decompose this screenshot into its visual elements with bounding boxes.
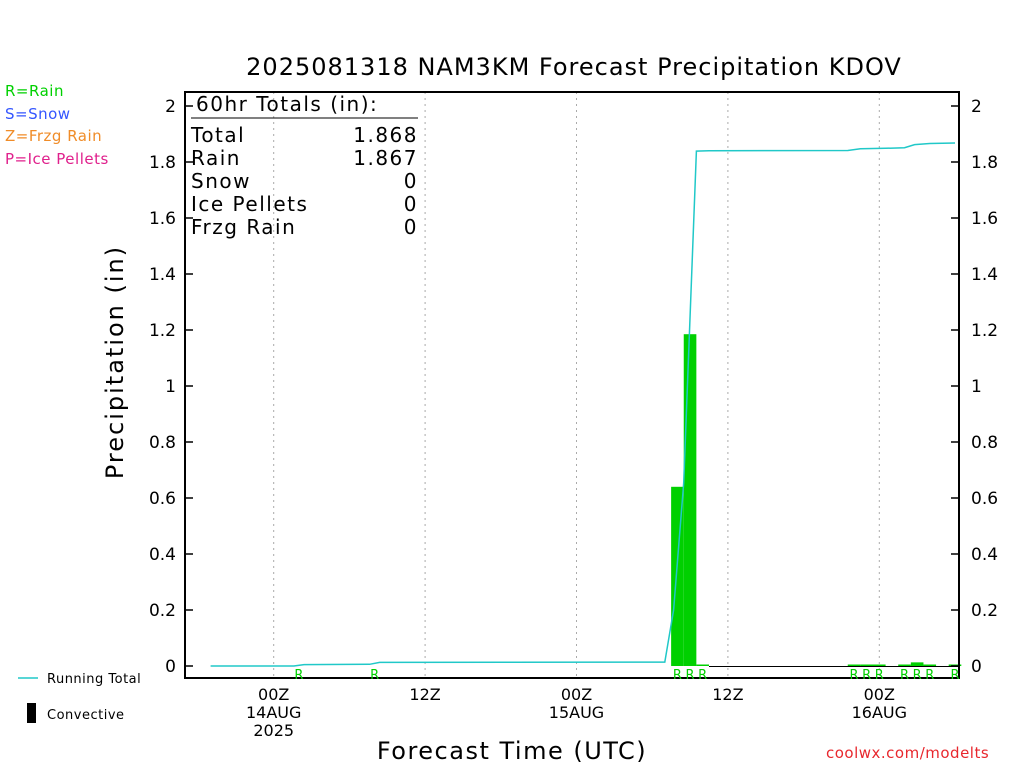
running-total-line bbox=[210, 142, 956, 667]
x-tick-label-4-0: 00Z bbox=[864, 685, 895, 704]
y-axis-label: Precipitation (in) bbox=[101, 245, 129, 479]
x-tick-label-0-0: 00Z bbox=[258, 685, 289, 704]
type-marker-9: R bbox=[913, 668, 922, 683]
type-marker-11: R bbox=[950, 668, 959, 683]
precip-bar-3 bbox=[847, 664, 861, 666]
convective-legend-label: Convective bbox=[47, 708, 125, 723]
totals-row-value-3: 0 bbox=[404, 192, 418, 216]
y-tick-right-label-7: 1.4 bbox=[971, 265, 998, 285]
y-tick-right-label-8: 1.6 bbox=[971, 209, 998, 229]
y-tick-right-label-1: 0.2 bbox=[971, 601, 998, 621]
totals-row-value-4: 0 bbox=[404, 215, 418, 239]
y-tick-right-label-3: 0.6 bbox=[971, 489, 998, 509]
x-tick-label-2-1: 15AUG bbox=[549, 703, 604, 722]
y-axis-right: 0 0.2 0.4 0.6 0.8 1 1.2 1.4 1.6 1.8 2 bbox=[951, 97, 998, 677]
type-marker-5: R bbox=[850, 668, 859, 683]
y-tick-left-label-6: 1.2 bbox=[149, 321, 176, 341]
type-marker-4: R bbox=[698, 668, 707, 683]
y-tick-right-label-6: 1.2 bbox=[971, 321, 998, 341]
x-tick-label-0-1: 14AUG bbox=[246, 703, 301, 722]
precip-bars bbox=[671, 334, 962, 666]
y-tick-right-label-0: 0 bbox=[971, 657, 982, 677]
legend-freezing-rain: Z=Frzg Rain bbox=[5, 127, 103, 145]
series-legend: Running Total Convective bbox=[18, 672, 141, 723]
totals-row-label-3: Ice Pellets bbox=[191, 192, 308, 216]
x-tick-label-2-0: 00Z bbox=[561, 685, 592, 704]
y-tick-left-label-0: 0 bbox=[165, 657, 176, 677]
legend-snow: S=Snow bbox=[5, 105, 71, 123]
y-tick-right-label-9: 1.8 bbox=[971, 153, 998, 173]
y-tick-left-label-2: 0.4 bbox=[149, 545, 176, 565]
y-tick-right-label-5: 1 bbox=[971, 377, 982, 397]
x-tick-label-0-2: 2025 bbox=[253, 721, 294, 740]
type-marker-2: R bbox=[673, 668, 682, 683]
legend-ice-pellets: P=Ice Pellets bbox=[5, 150, 109, 168]
y-tick-right-label-2: 0.4 bbox=[971, 545, 998, 565]
credit-text: coolwx.com/modelts bbox=[826, 744, 990, 762]
x-axis-label: Forecast Time (UTC) bbox=[377, 737, 647, 765]
legend-rain: R=Rain bbox=[5, 82, 64, 100]
totals-row-label-4: Frzg Rain bbox=[191, 215, 296, 239]
y-tick-right-label-10: 2 bbox=[971, 97, 982, 117]
totals-row-label-0: Total bbox=[190, 123, 245, 147]
precip-bar-8 bbox=[923, 664, 937, 666]
totals-box: 60hr Totals (in): Total 1.868 Rain 1.867 Sno… bbox=[190, 92, 418, 239]
grid-lines bbox=[273, 92, 880, 678]
plot-frame bbox=[184, 91, 960, 679]
totals-row-value-2: 0 bbox=[404, 169, 418, 193]
precip-bar-4 bbox=[860, 664, 873, 666]
type-marker-7: R bbox=[875, 668, 884, 683]
totals-rows: Total 1.868 Rain 1.867 Snow 0 Ice Pellets 0 Frzg… bbox=[190, 123, 418, 239]
precip-bar-0 bbox=[671, 486, 684, 666]
y-tick-left-label-7: 1.4 bbox=[149, 265, 176, 285]
y-tick-left-label-8: 1.6 bbox=[149, 209, 176, 229]
x-tick-label-1-0: 12Z bbox=[409, 685, 440, 704]
type-marker-6: R bbox=[862, 668, 871, 683]
precip-bar-6 bbox=[898, 664, 911, 666]
type-marker-0: R bbox=[294, 668, 303, 683]
type-marker-3: R bbox=[686, 668, 695, 683]
y-tick-left-label-5: 1 bbox=[165, 377, 176, 397]
precip-bar-7 bbox=[910, 662, 924, 666]
precip-bar-1 bbox=[683, 334, 697, 666]
convective-swatch bbox=[27, 703, 36, 723]
totals-row-value-0: 1.868 bbox=[353, 123, 418, 147]
y-tick-left-label-1: 0.2 bbox=[149, 601, 176, 621]
y-tick-left-label-4: 0.8 bbox=[149, 433, 176, 453]
type-marker-10: R bbox=[925, 668, 934, 683]
type-marker-8: R bbox=[900, 668, 909, 683]
y-tick-left-label-10: 2 bbox=[165, 97, 176, 117]
x-tick-label-3-0: 12Z bbox=[712, 685, 743, 704]
totals-row-label-1: Rain bbox=[191, 146, 241, 170]
chart-title: 2025081318 NAM3KM Forecast Precipitation… bbox=[246, 53, 902, 81]
y-tick-left-label-9: 1.8 bbox=[149, 153, 176, 173]
y-axis-left: 0 0.2 0.4 0.6 0.8 1 1.2 1.4 1.6 1.8 2 bbox=[149, 97, 193, 677]
x-tick-label-4-1: 16AUG bbox=[852, 703, 907, 722]
precip-bar-5 bbox=[872, 664, 886, 666]
y-tick-right-label-4: 0.8 bbox=[971, 433, 998, 453]
totals-row-label-2: Snow bbox=[191, 169, 251, 193]
precip-bar-2 bbox=[696, 664, 709, 666]
type-marker-1: R bbox=[370, 668, 379, 683]
totals-row-value-1: 1.867 bbox=[353, 146, 418, 170]
y-tick-left-label-3: 0.6 bbox=[149, 489, 176, 509]
running-total-legend-label: Running Total bbox=[47, 672, 141, 687]
totals-heading: 60hr Totals (in): bbox=[196, 92, 378, 116]
